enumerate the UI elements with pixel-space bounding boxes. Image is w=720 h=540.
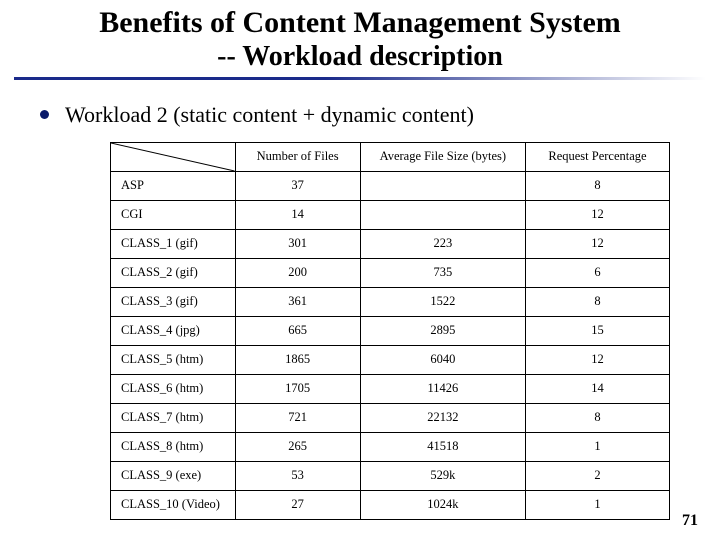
cell-num: 665 <box>235 316 360 345</box>
table-row: CLASS_8 (htm) 265 41518 1 <box>111 432 670 461</box>
table-row: CLASS_6 (htm) 1705 11426 14 <box>111 374 670 403</box>
cell-num: 721 <box>235 403 360 432</box>
cell-num: 37 <box>235 171 360 200</box>
cell-req: 12 <box>526 229 670 258</box>
row-label: CLASS_2 (gif) <box>111 258 236 287</box>
cell-avg <box>360 171 525 200</box>
row-label: CLASS_8 (htm) <box>111 432 236 461</box>
table-row: CLASS_7 (htm) 721 22132 8 <box>111 403 670 432</box>
cell-num: 1705 <box>235 374 360 403</box>
table-row: CLASS_10 (Video) 27 1024k 1 <box>111 490 670 519</box>
workload-table-container: Number of Files Average File Size (bytes… <box>110 142 670 520</box>
row-label: CLASS_4 (jpg) <box>111 316 236 345</box>
row-label: CLASS_7 (htm) <box>111 403 236 432</box>
cell-avg: 11426 <box>360 374 525 403</box>
cell-req: 1 <box>526 490 670 519</box>
table-body: ASP 37 8 CGI 14 12 CLASS_1 (gif) 301 <box>111 171 670 519</box>
cell-req: 12 <box>526 200 670 229</box>
table-corner-cell <box>111 142 236 171</box>
slide-body: Workload 2 (static content + dynamic con… <box>0 80 720 520</box>
slide: Benefits of Content Management System --… <box>0 0 720 540</box>
workload-table: Number of Files Average File Size (bytes… <box>110 142 670 520</box>
table-row: CLASS_5 (htm) 1865 6040 12 <box>111 345 670 374</box>
cell-req: 8 <box>526 403 670 432</box>
table-row: CLASS_1 (gif) 301 223 12 <box>111 229 670 258</box>
cell-avg: 6040 <box>360 345 525 374</box>
cell-avg <box>360 200 525 229</box>
cell-avg: 223 <box>360 229 525 258</box>
cell-req: 12 <box>526 345 670 374</box>
cell-avg: 529k <box>360 461 525 490</box>
row-label: ASP <box>111 171 236 200</box>
slide-title: Benefits of Content Management System --… <box>0 0 720 73</box>
title-line-1: Benefits of Content Management System <box>0 6 720 41</box>
cell-avg: 2895 <box>360 316 525 345</box>
cell-avg: 41518 <box>360 432 525 461</box>
cell-num: 301 <box>235 229 360 258</box>
cell-req: 1 <box>526 432 670 461</box>
cell-req: 2 <box>526 461 670 490</box>
row-label: CLASS_6 (htm) <box>111 374 236 403</box>
cell-avg: 22132 <box>360 403 525 432</box>
bullet-text: Workload 2 (static content + dynamic con… <box>65 102 474 128</box>
cell-avg: 735 <box>360 258 525 287</box>
col-header-avg-size: Average File Size (bytes) <box>360 142 525 171</box>
cell-req: 6 <box>526 258 670 287</box>
cell-req: 15 <box>526 316 670 345</box>
diagonal-icon <box>111 143 235 171</box>
cell-num: 265 <box>235 432 360 461</box>
cell-num: 200 <box>235 258 360 287</box>
bullet-item: Workload 2 (static content + dynamic con… <box>40 102 692 128</box>
cell-req: 8 <box>526 171 670 200</box>
row-label: CLASS_9 (exe) <box>111 461 236 490</box>
cell-req: 8 <box>526 287 670 316</box>
cell-num: 1865 <box>235 345 360 374</box>
bullet-icon <box>40 110 49 119</box>
cell-num: 27 <box>235 490 360 519</box>
table-row: CLASS_3 (gif) 361 1522 8 <box>111 287 670 316</box>
col-header-number-files: Number of Files <box>235 142 360 171</box>
table-header-row: Number of Files Average File Size (bytes… <box>111 142 670 171</box>
title-line-2: -- Workload description <box>0 41 720 73</box>
row-label: CGI <box>111 200 236 229</box>
table-row: CLASS_9 (exe) 53 529k 2 <box>111 461 670 490</box>
row-label: CLASS_5 (htm) <box>111 345 236 374</box>
page-number: 71 <box>682 512 698 530</box>
row-label: CLASS_3 (gif) <box>111 287 236 316</box>
cell-num: 361 <box>235 287 360 316</box>
table-row: ASP 37 8 <box>111 171 670 200</box>
cell-num: 14 <box>235 200 360 229</box>
row-label: CLASS_10 (Video) <box>111 490 236 519</box>
table-row: CGI 14 12 <box>111 200 670 229</box>
table-row: CLASS_4 (jpg) 665 2895 15 <box>111 316 670 345</box>
col-header-req-pct: Request Percentage <box>526 142 670 171</box>
row-label: CLASS_1 (gif) <box>111 229 236 258</box>
table-row: CLASS_2 (gif) 200 735 6 <box>111 258 670 287</box>
cell-req: 14 <box>526 374 670 403</box>
cell-num: 53 <box>235 461 360 490</box>
cell-avg: 1522 <box>360 287 525 316</box>
cell-avg: 1024k <box>360 490 525 519</box>
